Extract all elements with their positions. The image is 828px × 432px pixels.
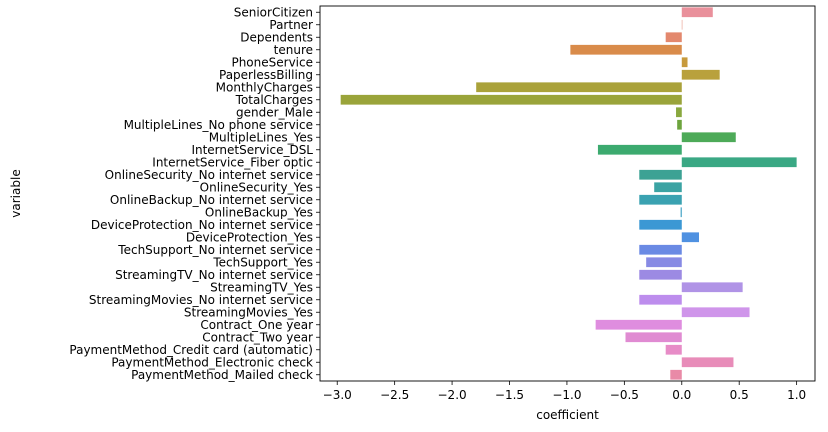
bar-9 <box>677 119 682 130</box>
bar-10 <box>681 132 736 143</box>
y-tick-label: MonthlyCharges <box>216 80 313 94</box>
y-tick-label: StreamingTV_Yes <box>210 280 313 294</box>
x-tick-label: −2.0 <box>438 388 467 402</box>
bar-0 <box>681 7 713 18</box>
bar-27 <box>665 344 682 355</box>
y-tick-label: TechSupport_No internet service <box>117 243 313 257</box>
bar-26 <box>625 332 682 343</box>
y-tick-label: gender_Male <box>236 105 313 119</box>
x-tick-label: 0.0 <box>672 388 691 402</box>
bar-25 <box>595 319 682 330</box>
bars-group <box>340 7 797 380</box>
bar-17 <box>639 219 682 230</box>
y-tick-label: PaymentMethod_Electronic check <box>111 355 313 369</box>
bar-29 <box>670 369 682 380</box>
y-tick-label: OnlineSecurity_Yes <box>200 180 313 194</box>
y-tick-label: PhoneService <box>231 55 313 69</box>
y-tick-label: StreamingMovies_Yes <box>184 305 313 319</box>
bar-11 <box>597 144 682 155</box>
bar-14 <box>654 182 682 193</box>
x-tick-label: −2.5 <box>380 388 409 402</box>
bar-8 <box>676 107 682 118</box>
y-tick-label: OnlineSecurity_No internet service <box>105 168 313 182</box>
bar-1 <box>681 19 683 30</box>
x-tick-label: −1.0 <box>552 388 581 402</box>
x-tick-group: −3.0 −2.5 −2.0 −1.5 −1.0 −0.5 0.0 0.5 1.0 <box>323 381 806 402</box>
y-tick-label: DeviceProtection_Yes <box>186 230 313 244</box>
bar-13 <box>639 169 682 180</box>
x-axis-label: coefficient <box>536 408 599 422</box>
bar-28 <box>681 357 734 368</box>
bar-24 <box>681 307 750 318</box>
y-tick-label: Partner <box>269 18 313 32</box>
bar-21 <box>639 269 682 280</box>
y-tick-label: InternetService_DSL <box>191 143 313 157</box>
y-tick-label: PaymentMethod_Credit card (automatic) <box>69 343 313 357</box>
bar-3 <box>570 44 682 55</box>
bar-20 <box>646 257 682 268</box>
y-tick-label: PaperlessBilling <box>219 68 313 82</box>
bar-12 <box>681 157 797 168</box>
plot-frame <box>319 5 816 382</box>
bar-23 <box>639 294 682 305</box>
y-tick-label: TotalCharges <box>235 93 313 107</box>
y-tick-label: MultipleLines_Yes <box>209 130 313 144</box>
x-tick-label: −3.0 <box>323 388 352 402</box>
bar-16 <box>680 207 682 218</box>
bar-2 <box>665 32 682 43</box>
y-tick-label: TechSupport_Yes <box>212 255 313 269</box>
bar-19 <box>639 244 682 255</box>
bar-6 <box>476 82 682 93</box>
y-tick-label: OnlineBackup_No internet service <box>110 193 313 207</box>
y-tick-label: StreamingMovies_No internet service <box>89 293 313 307</box>
x-tick-label: −1.5 <box>495 388 524 402</box>
y-tick-label: MultipleLines_No phone service <box>124 118 313 132</box>
y-tick-label: SeniorCitizen <box>234 5 313 19</box>
y-tick-label: InternetService_Fiber optic <box>152 155 313 169</box>
x-tick-label: 0.5 <box>730 388 749 402</box>
bar-22 <box>681 282 743 293</box>
y-tick-label: StreamingTV_No internet service <box>115 268 313 282</box>
bar-7 <box>340 94 682 105</box>
bar-18 <box>681 232 700 243</box>
y-tick-label: DeviceProtection_No internet service <box>91 218 313 232</box>
x-tick-label: −0.5 <box>610 388 639 402</box>
y-tick-group: SeniorCitizenPartnerDependentstenurePhon… <box>69 5 320 382</box>
x-tick-label: 1.0 <box>787 388 806 402</box>
y-tick-label: PaymentMethod_Mailed check <box>131 368 313 382</box>
bar-4 <box>681 57 688 68</box>
y-tick-label: tenure <box>274 43 313 57</box>
bar-5 <box>681 69 720 80</box>
bar-15 <box>639 194 682 205</box>
y-tick-label: OnlineBackup_Yes <box>205 205 313 219</box>
y-axis-label: variable <box>9 169 23 217</box>
y-tick-label: Contract_One year <box>200 318 313 332</box>
y-tick-label: Dependents <box>240 30 313 44</box>
y-tick-label: Contract_Two year <box>202 330 313 344</box>
